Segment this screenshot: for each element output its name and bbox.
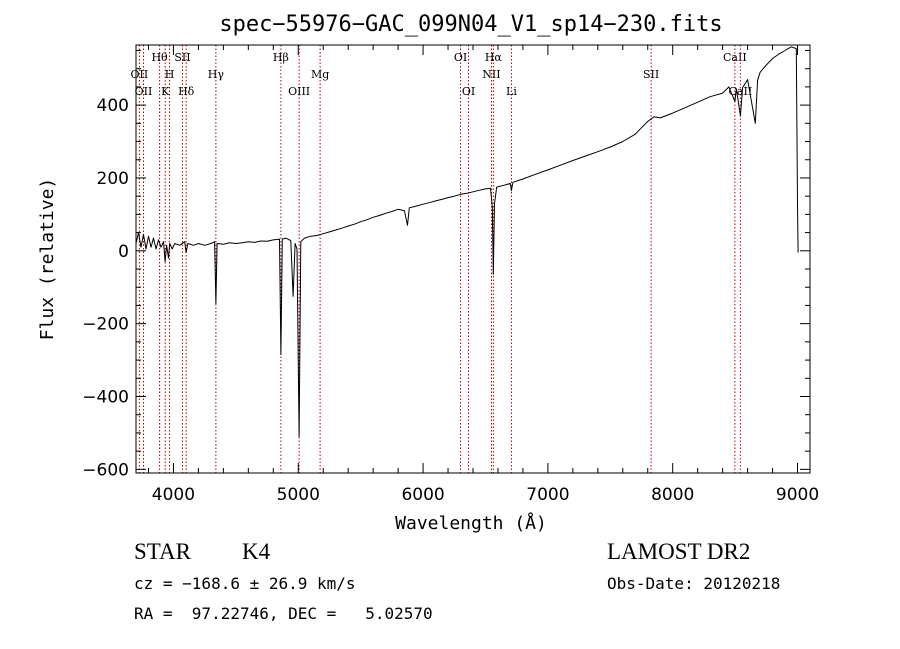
line-label-15-0: Li (506, 85, 517, 98)
x-tick-label: 8000 (651, 485, 694, 505)
line-label-18-0: CaII (729, 85, 753, 98)
survey-name: LAMOST DR2 (607, 539, 751, 564)
line-label-1-0: OII (135, 85, 153, 98)
line-label-2-0: Hθ (151, 51, 168, 64)
line-label-11-0: OI (454, 51, 467, 64)
plot-frame (135, 44, 811, 474)
spectral-line-markers: OIIOIIHθKHSIIHδHγHβOIIIMgOIOINIIHαLiSIIC… (131, 45, 753, 473)
y-axis-label: Flux (relative) (37, 178, 58, 341)
y-tick-label: 200 (97, 169, 129, 189)
line-label-10-0: Mg (311, 68, 329, 81)
x-tick-label: 6000 (401, 485, 444, 505)
y-tick-label: −200 (82, 315, 129, 335)
coordinates: RA = 97.22746, DEC = 5.02570 (134, 604, 433, 623)
object-class: STAR (134, 539, 191, 564)
redshift-velocity: cz = −168.6 ± 26.9 km/s (134, 574, 356, 593)
line-label-4-0: H (165, 68, 175, 81)
line-label-13-0: NII (482, 68, 500, 81)
x-tick-label: 7000 (526, 485, 569, 505)
y-tick-label: −600 (82, 460, 129, 480)
line-label-7-0: Hγ (208, 68, 225, 81)
y-tick-label: 400 (97, 96, 129, 116)
y-tick-label: 0 (118, 242, 129, 262)
observation-date: Obs-Date: 20120218 (607, 574, 781, 593)
y-axis: −600 −400 −200 0 200 400 (82, 49, 810, 480)
chart-title: spec−55976−GAC_099N04_V1_sp14−230.fits (219, 12, 722, 37)
x-tick-label: 4000 (152, 485, 195, 505)
line-label-6-0: Hδ (178, 85, 195, 98)
line-label-12-0: OI (462, 85, 475, 98)
x-tick-label: 9000 (776, 485, 819, 505)
x-axis: 4000 5000 6000 7000 8000 9000 (147, 45, 819, 505)
line-label-9-0: OIII (288, 85, 310, 98)
line-label-0-0: OII (131, 68, 149, 81)
spectrum-series (135, 46, 799, 438)
line-label-3-0: K (161, 85, 170, 98)
y-tick-label: −400 (82, 388, 129, 408)
x-tick-label: 5000 (277, 485, 320, 505)
line-label-16-0: SII (643, 68, 659, 81)
line-label-14-0: Hα (485, 51, 503, 64)
spectrum-line (135, 46, 799, 438)
line-label-8-0: Hβ (273, 51, 289, 64)
line-label-17-0: CaII (723, 51, 747, 64)
object-subclass: K4 (242, 539, 271, 564)
x-axis-label: Wavelength (Å) (395, 512, 547, 534)
line-label-5-0: SII (174, 51, 190, 64)
